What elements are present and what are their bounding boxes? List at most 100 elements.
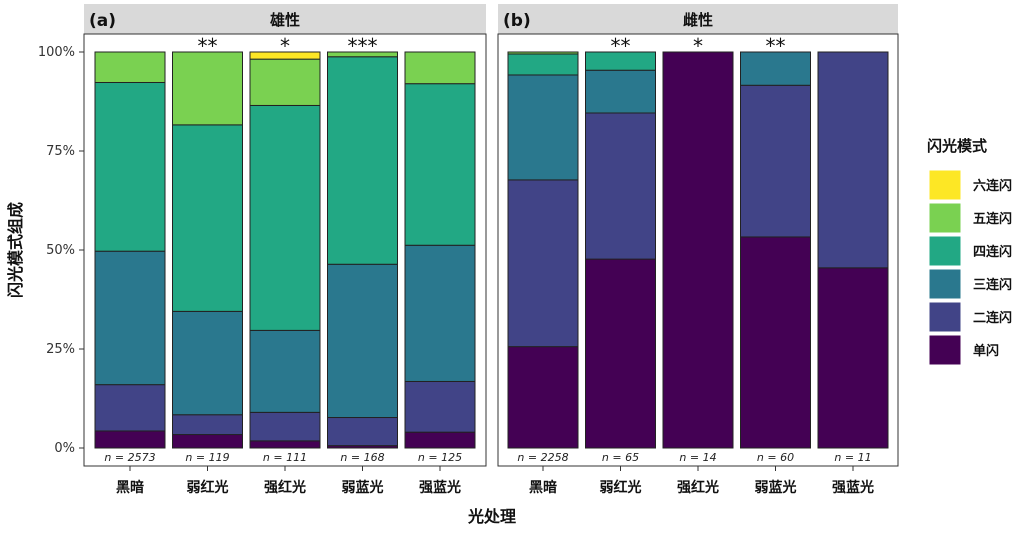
legend-swatch-六连闪 xyxy=(928,169,962,201)
panel-a-bars: n = 2573 n = 119 ** n = 111 * n = 168 *** n = 1… xyxy=(94,34,476,464)
significance-marker: *** xyxy=(348,34,378,58)
bar-segment-强蓝光-单闪 xyxy=(817,267,889,449)
bar-segment-弱蓝光-二连闪 xyxy=(740,84,811,238)
sample-size-label: n = 119 xyxy=(185,451,229,464)
bar-segment-黑暗-四连闪 xyxy=(94,81,166,252)
bar-segment-黑暗-二连闪 xyxy=(94,384,166,432)
bar-segment-黑暗-四连闪 xyxy=(507,53,579,76)
legend-label-二连闪: 二连闪 xyxy=(973,310,1012,326)
bar-segment-强蓝光-五连闪 xyxy=(404,51,476,85)
bar-segment-强蓝光-三连闪 xyxy=(404,244,476,382)
bar-segment-黑暗-三连闪 xyxy=(94,250,166,386)
bar-segment-强蓝光-二连闪 xyxy=(817,51,889,269)
x-tick-label: 弱红光 xyxy=(187,479,229,496)
bar-segment-黑暗-三连闪 xyxy=(507,74,579,181)
x-tick-label: 强蓝光 xyxy=(419,479,461,496)
legend-label-单闪: 单闪 xyxy=(973,343,999,359)
significance-marker: * xyxy=(280,34,290,58)
panel-b-bars: n = 2258 n = 65 ** n = 14 * n = 60 ** n = 11 xyxy=(507,34,889,464)
bar-segment-弱红光-三连闪 xyxy=(585,69,656,114)
bar-segment-弱红光-单闪 xyxy=(585,258,656,449)
bar-segment-强红光-三连闪 xyxy=(249,329,321,413)
legend-label-五连闪: 五连闪 xyxy=(973,211,1012,227)
bar-segment-强红光-四连闪 xyxy=(249,104,321,331)
x-tick-label: 强蓝光 xyxy=(832,479,874,496)
x-tick-label: 弱蓝光 xyxy=(342,479,384,496)
y-axis: 0% 25% 50% 75% 100% xyxy=(38,45,84,456)
bar-segment-弱蓝光-三连闪 xyxy=(740,51,811,86)
panel-b-strip xyxy=(498,4,898,34)
bar-segment-强蓝光-二连闪 xyxy=(404,380,476,433)
bar-segment-强红光-单闪 xyxy=(662,51,734,449)
bar-segment-弱红光-二连闪 xyxy=(585,112,656,260)
x-axis-title: 光处理 xyxy=(467,507,516,526)
x-tick-label: 黑暗 xyxy=(116,479,144,496)
x-axis-ticks: 黑暗 弱红光 强红光 弱蓝光 强蓝光 黑暗 弱红光 强红光 弱蓝光 强蓝光 xyxy=(116,466,874,496)
bar-segment-弱红光-四连闪 xyxy=(172,124,243,312)
sample-size-label: n = 65 xyxy=(602,451,639,464)
bar-segment-弱红光-四连闪 xyxy=(585,51,656,71)
bar-segment-黑暗-单闪 xyxy=(94,430,166,449)
panel-a-label: (a) xyxy=(89,11,116,31)
panel-b-label: (b) xyxy=(503,11,531,31)
bar-segment-强红光-五连闪 xyxy=(249,58,321,106)
bar-segment-黑暗-二连闪 xyxy=(507,179,579,348)
legend-swatch-四连闪 xyxy=(928,235,962,267)
legend-swatch-五连闪 xyxy=(928,202,962,234)
legend-label-四连闪: 四连闪 xyxy=(973,244,1012,260)
bar-segment-强红光-六连闪 xyxy=(249,51,321,60)
significance-marker: * xyxy=(693,34,703,58)
panel-female: (b) 雌性 n = 2258 n = 65**n = 14*n = 60**n … xyxy=(497,4,899,467)
sample-size-label: n = 111 xyxy=(263,451,307,464)
bar-segment-弱红光-三连闪 xyxy=(172,310,243,416)
significance-marker: ** xyxy=(198,34,218,58)
bar-segment-强蓝光-单闪 xyxy=(404,431,476,449)
x-tick-label: 强红光 xyxy=(677,479,719,496)
y-tick-label: 100% xyxy=(38,45,75,60)
significance-marker: ** xyxy=(766,34,786,58)
sample-size-label: n = 11 xyxy=(834,451,871,464)
bar-segment-弱蓝光-五连闪 xyxy=(327,51,398,58)
x-tick-label: 黑暗 xyxy=(529,479,557,496)
panel-a-strip-text: 雄性 xyxy=(269,11,300,29)
panel-a-strip xyxy=(84,4,486,34)
bar-segment-弱蓝光-三连闪 xyxy=(327,263,398,419)
y-tick-label: 75% xyxy=(46,144,75,159)
legend-label-六连闪: 六连闪 xyxy=(973,178,1012,194)
bar-segment-强蓝光-四连闪 xyxy=(404,83,476,246)
x-tick-label: 弱红光 xyxy=(600,479,642,496)
x-tick-label: 强红光 xyxy=(264,479,306,496)
legend-label-三连闪: 三连闪 xyxy=(973,277,1012,293)
bar-segment-弱红光-二连闪 xyxy=(172,414,243,436)
sample-size-label: n = 125 xyxy=(418,451,462,464)
bar-segment-强红光-二连闪 xyxy=(249,411,321,442)
y-tick-label: 50% xyxy=(46,243,75,258)
legend-swatch-单闪 xyxy=(928,334,962,366)
bar-segment-弱红光-单闪 xyxy=(172,434,243,449)
panel-b-strip-text: 雌性 xyxy=(683,11,713,29)
bar-segment-弱蓝光-二连闪 xyxy=(327,417,398,447)
y-tick-label: 25% xyxy=(46,342,75,357)
bar-segment-黑暗-五连闪 xyxy=(94,51,166,83)
sample-size-label: n = 60 xyxy=(757,451,794,464)
y-axis-title: 闪光模式组成 xyxy=(6,202,25,298)
legend-swatch-三连闪 xyxy=(928,268,962,300)
significance-marker: ** xyxy=(611,34,631,58)
x-tick-label: 弱蓝光 xyxy=(755,479,797,496)
legend-title: 闪光模式 xyxy=(927,137,987,155)
sample-size-label: n = 14 xyxy=(679,451,716,464)
bar-segment-黑暗-五连闪 xyxy=(507,51,579,55)
bar-segment-弱蓝光-单闪 xyxy=(740,236,811,449)
bar-segment-黑暗-单闪 xyxy=(507,346,579,449)
panel-male: (a) 雄性 n = 2573 n = 119 ** n = 111 * n = 168 *… xyxy=(83,4,487,467)
bar-segment-弱红光-五连闪 xyxy=(172,51,243,126)
bar-segment-强红光-单闪 xyxy=(249,440,321,449)
sample-size-label: n = 2573 xyxy=(104,451,155,464)
y-tick-label: 0% xyxy=(54,441,75,456)
sample-size-label: n = 168 xyxy=(340,451,384,464)
bar-segment-弱蓝光-四连闪 xyxy=(327,56,398,265)
sample-size-label: n = 2258 xyxy=(517,451,568,464)
legend-swatch-二连闪 xyxy=(928,301,962,333)
